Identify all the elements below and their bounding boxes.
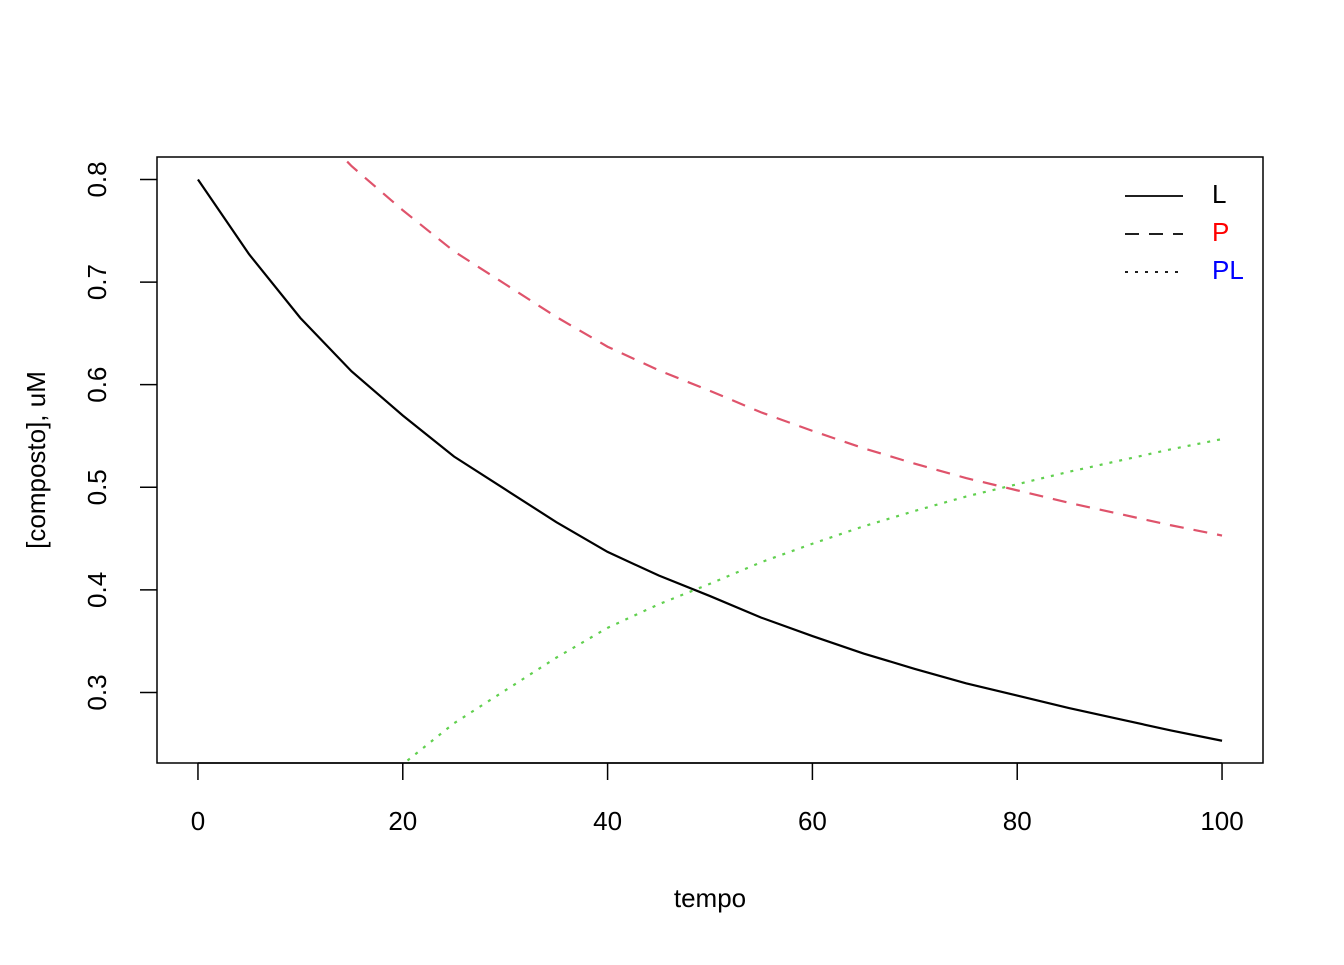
series-line xyxy=(341,157,1223,537)
y-tick-label: 0.6 xyxy=(82,367,112,403)
x-tick-label: 80 xyxy=(1003,806,1032,836)
series-line xyxy=(197,178,1223,742)
x-tick-label: 40 xyxy=(593,806,622,836)
y-axis-label: [composto], uM xyxy=(21,371,51,549)
legend-label: P xyxy=(1212,217,1229,247)
y-tick-label: 0.3 xyxy=(82,674,112,710)
y-tick-label: 0.8 xyxy=(82,161,112,197)
y-tick-label: 0.4 xyxy=(82,572,112,608)
plot-frame xyxy=(156,156,1264,764)
legend-label: L xyxy=(1212,179,1226,209)
y-tick-label: 0.7 xyxy=(82,264,112,300)
x-tick-label: 100 xyxy=(1200,806,1243,836)
y-tick-label: 0.5 xyxy=(82,469,112,505)
x-tick-label: 0 xyxy=(191,806,205,836)
x-tick-label: 60 xyxy=(798,806,827,836)
series-line xyxy=(402,437,1223,763)
plot-area xyxy=(197,157,1223,763)
x-tick-label: 20 xyxy=(388,806,417,836)
legend-label: PL xyxy=(1212,255,1244,285)
x-axis-label: tempo xyxy=(674,883,746,913)
